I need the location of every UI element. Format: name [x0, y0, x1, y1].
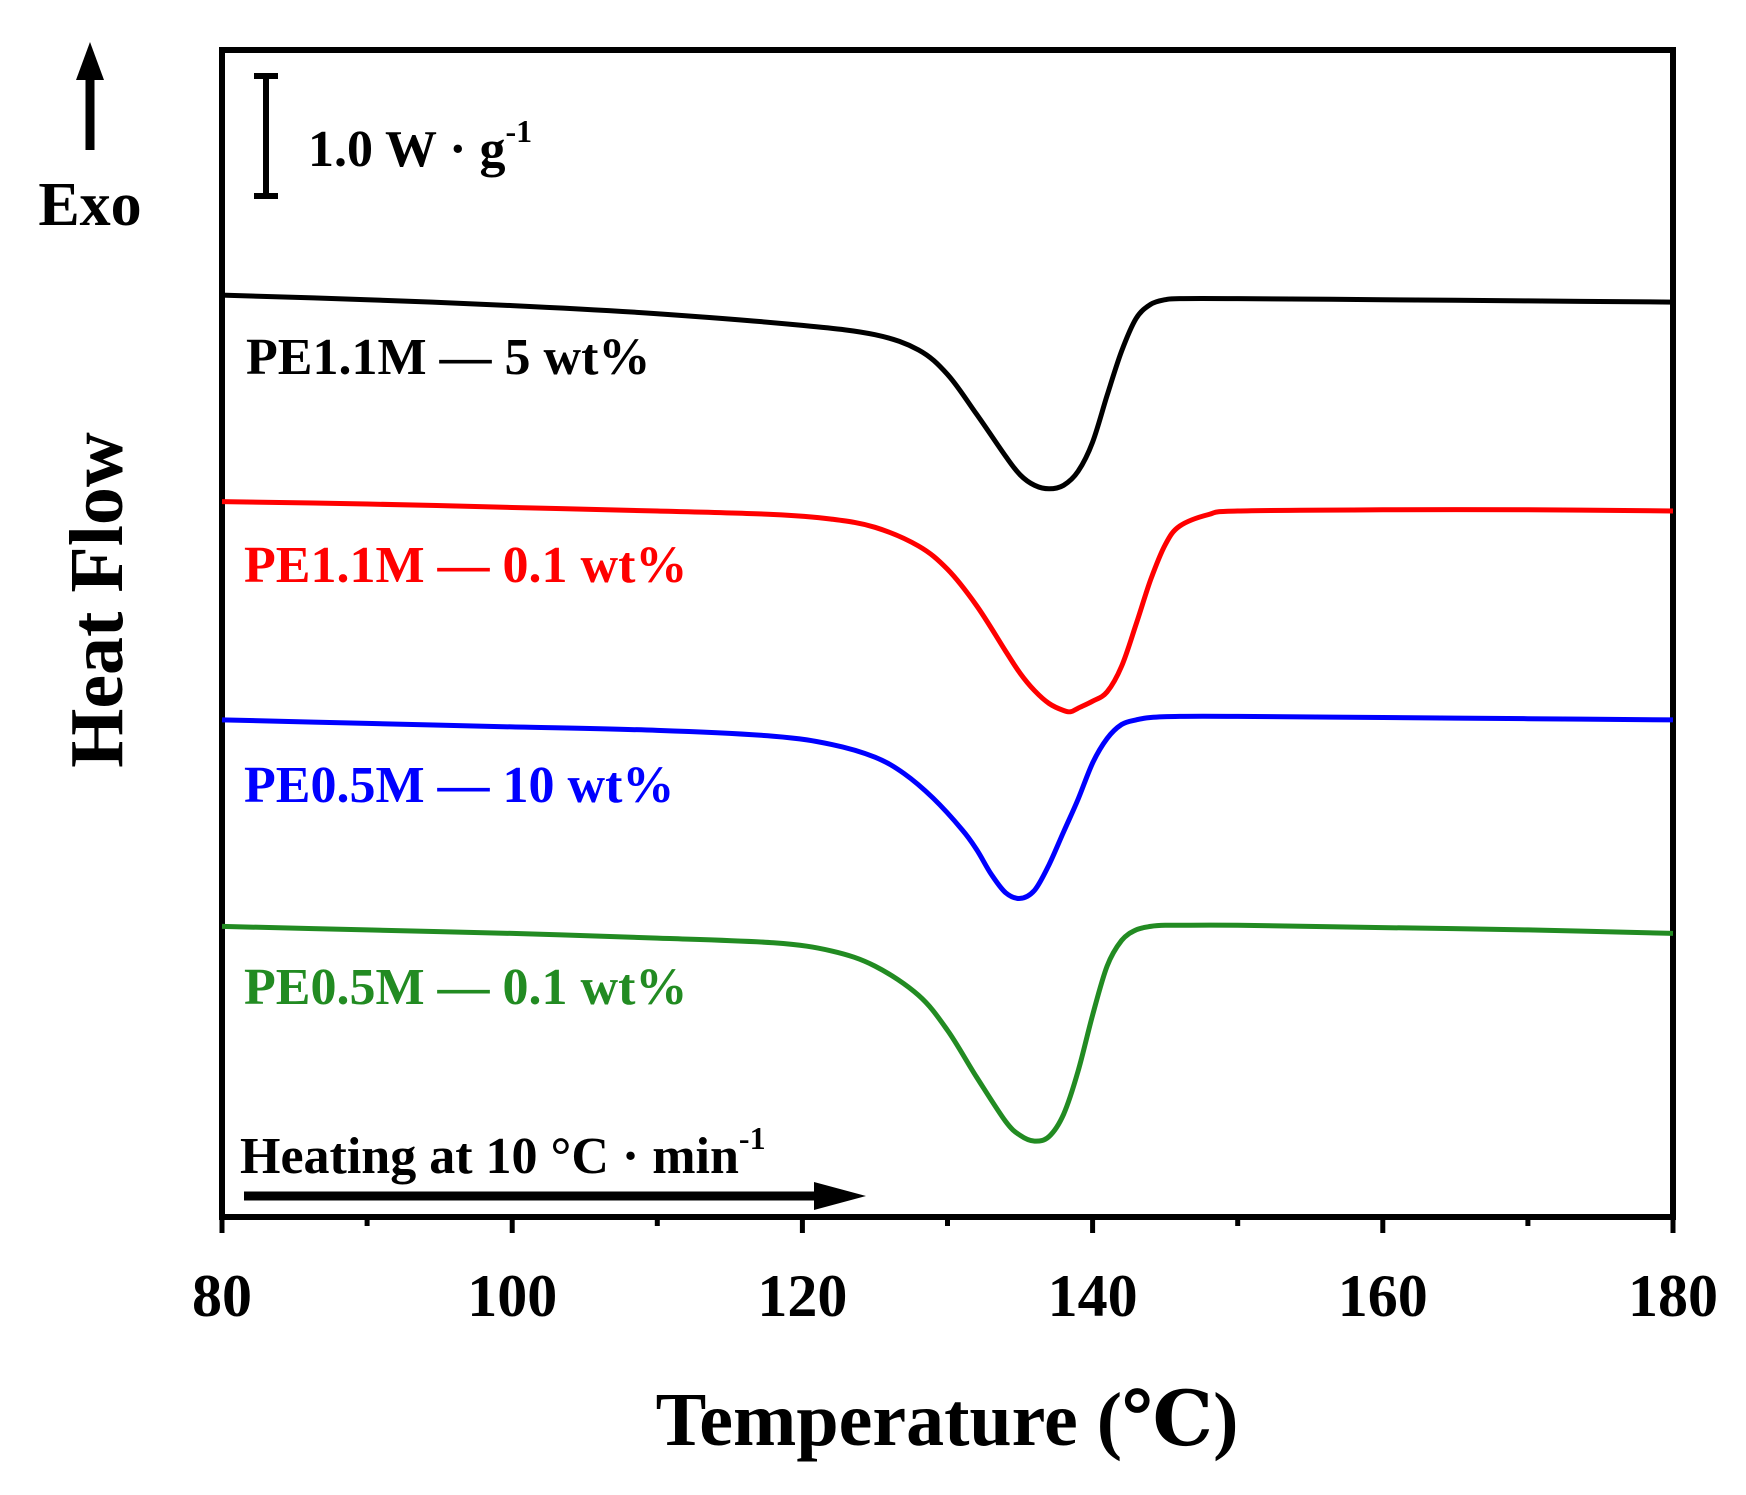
- series-curves: [221, 292, 1674, 1144]
- scale-bar-superscript: -1: [505, 113, 532, 149]
- y-axis-title: Heat Flow: [55, 432, 139, 768]
- series-line-2: [221, 713, 1674, 901]
- heating-text: Heating at 10 °C · min: [240, 1128, 739, 1185]
- x-tick-label-140: 140: [1048, 1263, 1138, 1329]
- x-axis-title: Temperature (℃): [656, 1378, 1239, 1462]
- x-tick-label-160: 160: [1338, 1263, 1428, 1329]
- scale-bar: 1.0 W · g-1: [254, 73, 532, 199]
- heating-annotation: Heating at 10 °C · min-1: [240, 1120, 866, 1210]
- exo-label: Exo: [38, 171, 141, 239]
- scale-bar-label: 1.0 W · g-1: [308, 113, 532, 178]
- plot-frame: [219, 47, 1676, 1220]
- heating-arrow-head: [814, 1182, 866, 1210]
- x-axis-ticks: 80 100 120 140 160 180: [192, 1217, 1718, 1329]
- x-tick-label-180: 180: [1628, 1263, 1718, 1329]
- series-line-0: [221, 292, 1674, 492]
- series-label-1: PE1.1M — 0.1 wt%: [244, 537, 687, 594]
- exo-indicator: Exo: [38, 42, 142, 239]
- series-label-2: PE0.5M — 10 wt%: [244, 757, 674, 814]
- series-line-3: [221, 922, 1674, 1144]
- x-tick-label-120: 120: [757, 1263, 847, 1329]
- series-label-0: PE1.1M — 5 wt%: [246, 329, 650, 386]
- x-tick-label-80: 80: [192, 1263, 252, 1329]
- series-line-1: [221, 499, 1674, 715]
- exo-arrow-head: [76, 42, 104, 80]
- scale-bar-text: 1.0 W · g: [308, 121, 505, 178]
- heating-superscript: -1: [739, 1120, 766, 1156]
- x-tick-label-100: 100: [467, 1263, 557, 1329]
- series-label-3: PE0.5M — 0.1 wt%: [244, 959, 687, 1016]
- heating-label: Heating at 10 °C · min-1: [240, 1120, 766, 1185]
